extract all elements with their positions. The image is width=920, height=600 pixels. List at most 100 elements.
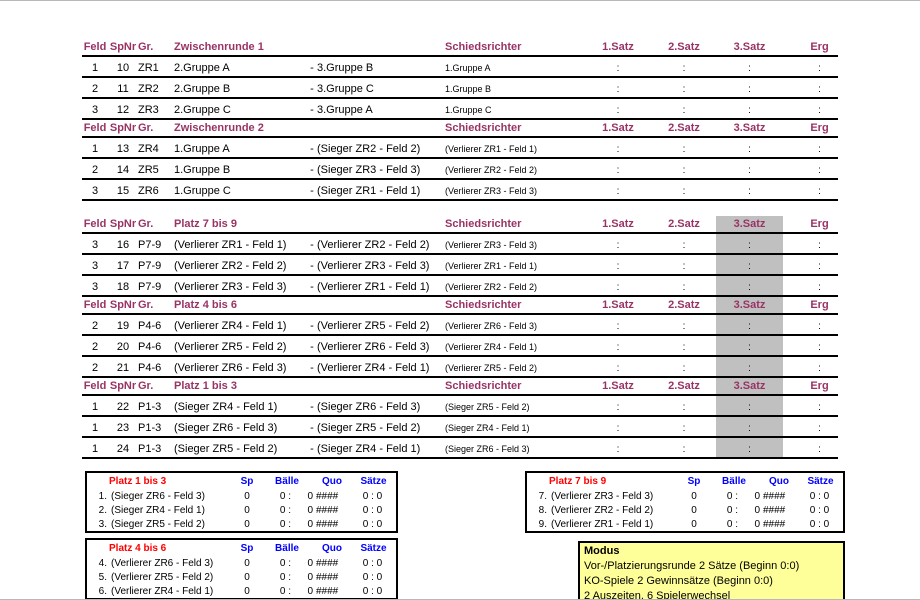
- match-row: 2 11 ZR2 2.Gruppe B -3.Gruppe C 1.Gruppe B:::…: [82, 78, 838, 99]
- satz3-score-cell[interactable]: :: [748, 144, 751, 155]
- satz2-score-cell[interactable]: :: [682, 165, 686, 176]
- vs-separator: -: [310, 401, 314, 413]
- satz1-score-cell[interactable]: :: [616, 240, 620, 251]
- team-name-cell: (Verlierer ZR1 - Feld 1): [551, 518, 654, 530]
- gr-cell: ZR3: [138, 104, 159, 116]
- rank-cell: 9.: [538, 518, 547, 530]
- col-header-3satz: 3.Satz: [733, 41, 766, 53]
- satz1-score-cell[interactable]: :: [616, 84, 620, 95]
- col-header-feld: Feld: [83, 122, 107, 134]
- erg-cell[interactable]: :: [818, 261, 821, 272]
- satz3-score-cell[interactable]: :: [748, 186, 751, 197]
- team-name-cell: (Verlierer ZR4 - Feld 1): [111, 585, 214, 597]
- satz2-score-cell[interactable]: :: [682, 84, 686, 95]
- satz2-score-cell[interactable]: :: [682, 105, 686, 116]
- sp-cell: 0: [244, 490, 250, 502]
- col-header-erg: Erg: [810, 41, 829, 53]
- satz1-score-cell[interactable]: :: [616, 342, 620, 353]
- spnr-cell: 18: [116, 281, 130, 293]
- erg-cell[interactable]: :: [818, 63, 821, 74]
- erg-cell[interactable]: :: [818, 144, 821, 155]
- feld-cell: 2: [91, 320, 99, 332]
- satz1-score-cell[interactable]: :: [616, 186, 620, 197]
- standings-title-row: Platz 1 bis 3 Sp Bälle Quo Sätze: [87, 473, 396, 489]
- spnr-cell: 22: [116, 401, 130, 413]
- vs-separator: -: [310, 239, 314, 251]
- satz2-score-cell[interactable]: :: [682, 444, 686, 455]
- satz2-score-cell[interactable]: :: [682, 402, 686, 413]
- baelle-for-cell: 0 :: [279, 585, 291, 597]
- standings-row: 6. (Verlierer ZR4 - Feld 1) 0 0 :0 #### 0 : 0: [87, 584, 396, 598]
- col-header-saetze: Sätze: [360, 542, 387, 554]
- quo-cell: ####: [316, 504, 339, 516]
- feld-cell: 2: [91, 362, 99, 374]
- satz3-score-cell[interactable]: :: [716, 234, 783, 253]
- satz2-score-cell[interactable]: :: [682, 282, 686, 293]
- satz2-score-cell[interactable]: :: [682, 363, 686, 374]
- satz1-score-cell[interactable]: :: [616, 165, 620, 176]
- standings-row: 5. (Verlierer ZR5 - Feld 2) 0 0 :0 #### 0 : 0: [87, 570, 396, 584]
- schiedsrichter-cell: (Sieger ZR6 - Feld 3): [445, 444, 530, 454]
- satz3-score-cell[interactable]: :: [716, 438, 783, 457]
- erg-cell[interactable]: :: [818, 444, 821, 455]
- satz3-score-cell[interactable]: :: [716, 276, 783, 295]
- erg-cell[interactable]: :: [818, 282, 821, 293]
- satz1-score-cell[interactable]: :: [616, 144, 620, 155]
- erg-cell[interactable]: :: [818, 321, 821, 332]
- vs-separator: -: [310, 164, 314, 176]
- erg-cell[interactable]: :: [818, 423, 821, 434]
- satz3-score-cell[interactable]: :: [716, 336, 783, 355]
- baelle-for-cell: 0 :: [279, 557, 291, 569]
- satz3-score-cell[interactable]: :: [748, 63, 751, 74]
- col-header-spnr: SpNr: [109, 41, 137, 53]
- satz1-score-cell[interactable]: :: [616, 363, 620, 374]
- satz3-score-cell[interactable]: :: [748, 165, 751, 176]
- satz1-score-cell[interactable]: :: [616, 105, 620, 116]
- baelle-against-cell: 0: [307, 571, 313, 583]
- satz1-score-cell[interactable]: :: [616, 423, 620, 434]
- satz3-score-cell[interactable]: :: [748, 105, 751, 116]
- satz2-score-cell[interactable]: :: [682, 423, 686, 434]
- team2-cell: 3.Gruppe C: [317, 83, 374, 95]
- satz3-score-cell[interactable]: :: [748, 84, 751, 95]
- standings-title: Platz 7 bis 9: [549, 475, 607, 487]
- sp-cell: 0: [691, 504, 697, 516]
- satz1-score-cell[interactable]: :: [616, 321, 620, 332]
- standings-row: 7. (Verlierer ZR3 - Feld 3) 0 0 :0 #### 0 : 0: [527, 489, 843, 503]
- col-header-1satz: 1.Satz: [602, 41, 634, 53]
- satz2-score-cell[interactable]: :: [682, 186, 686, 197]
- quo-cell: ####: [316, 518, 339, 530]
- erg-cell[interactable]: :: [818, 165, 821, 176]
- satz2-score-cell[interactable]: :: [682, 342, 686, 353]
- baelle-against-cell: 0: [307, 490, 313, 502]
- section-header-row: Feld SpNr Gr. Platz 4 bis 6 Schiedsrichter 1.…: [82, 297, 838, 315]
- satz2-score-cell[interactable]: :: [682, 144, 686, 155]
- satz1-score-cell[interactable]: :: [616, 402, 620, 413]
- satz3-score-cell[interactable]: :: [716, 357, 783, 376]
- satz1-score-cell[interactable]: :: [616, 282, 620, 293]
- satz1-score-cell[interactable]: :: [616, 63, 620, 74]
- erg-cell[interactable]: :: [818, 240, 821, 251]
- team2-cell: (Verlierer ZR1 - Feld 1): [317, 281, 430, 293]
- satz3-score-cell[interactable]: :: [716, 396, 783, 415]
- satz1-score-cell[interactable]: :: [616, 444, 620, 455]
- satz2-score-cell[interactable]: :: [682, 261, 686, 272]
- satz1-score-cell[interactable]: :: [616, 261, 620, 272]
- erg-cell[interactable]: :: [818, 105, 821, 116]
- satz3-score-cell[interactable]: :: [716, 255, 783, 274]
- satz3-score-cell[interactable]: :: [716, 417, 783, 436]
- team2-cell: (Sieger ZR5 - Feld 2): [317, 422, 421, 434]
- erg-cell[interactable]: :: [818, 402, 821, 413]
- satz2-score-cell[interactable]: :: [682, 240, 686, 251]
- schiedsrichter-cell: (Verlierer ZR1 - Feld 1): [445, 261, 538, 271]
- baelle-for-cell: 0 :: [279, 571, 291, 583]
- baelle-for-cell: 0 :: [279, 504, 291, 516]
- erg-cell[interactable]: :: [818, 186, 821, 197]
- erg-cell[interactable]: :: [818, 363, 821, 374]
- erg-cell[interactable]: :: [818, 84, 821, 95]
- erg-cell[interactable]: :: [818, 342, 821, 353]
- team1-cell: 1.Gruppe C: [174, 185, 231, 197]
- satz2-score-cell[interactable]: :: [682, 63, 686, 74]
- satz3-score-cell[interactable]: :: [716, 315, 783, 334]
- satz2-score-cell[interactable]: :: [682, 321, 686, 332]
